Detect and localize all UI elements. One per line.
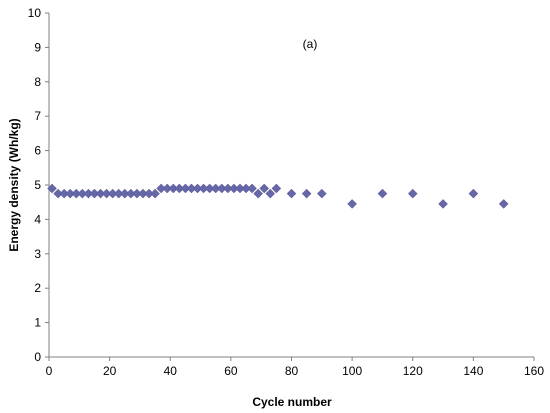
y-tick-label: 7 <box>34 109 41 123</box>
data-point <box>271 183 282 194</box>
data-point <box>253 188 264 199</box>
y-tick-label: 3 <box>34 247 41 261</box>
data-point <box>347 199 357 209</box>
axes <box>48 13 534 358</box>
x-tick-label: 80 <box>285 364 299 378</box>
data-point <box>301 188 312 199</box>
data-point <box>468 188 479 199</box>
y-tick-label: 0 <box>34 350 41 364</box>
y-axis-title: Energy density (Wh/kg) <box>7 118 21 251</box>
data-points <box>47 183 509 209</box>
data-point <box>150 188 160 199</box>
y-tick-label: 6 <box>34 144 41 158</box>
y-tick-label: 4 <box>34 212 41 226</box>
x-tick-label: 100 <box>342 364 362 378</box>
data-point <box>377 188 388 199</box>
y-tick-label: 2 <box>34 281 41 295</box>
x-tick-labels: 0 20 40 60 80 100 120 140 160 <box>46 364 545 378</box>
x-tick-label: 60 <box>224 364 238 378</box>
x-axis-title: Cycle number <box>252 395 332 409</box>
x-tick-label: 140 <box>463 364 483 378</box>
y-tick-label: 10 <box>28 6 42 20</box>
x-tick-label: 20 <box>103 364 117 378</box>
data-point <box>286 188 297 199</box>
panel-annotation: (a) <box>303 37 318 51</box>
data-point <box>438 199 448 209</box>
y-tick-label: 5 <box>34 178 41 192</box>
data-point <box>407 188 418 199</box>
tick-marks <box>45 12 535 361</box>
x-tick-label: 120 <box>403 364 423 378</box>
x-tick-label: 40 <box>164 364 178 378</box>
data-point <box>47 183 57 194</box>
y-tick-label: 8 <box>34 75 41 89</box>
data-point <box>498 199 509 209</box>
y-tick-labels: 0 1 2 3 4 5 6 7 8 9 10 <box>28 6 42 364</box>
data-point <box>265 188 276 199</box>
data-point <box>316 188 327 199</box>
y-tick-label: 9 <box>34 40 41 54</box>
x-tick-label: 0 <box>46 364 53 378</box>
x-tick-label: 160 <box>524 364 544 378</box>
data-point <box>259 183 270 194</box>
data-point <box>247 183 257 194</box>
y-tick-label: 1 <box>34 316 41 330</box>
